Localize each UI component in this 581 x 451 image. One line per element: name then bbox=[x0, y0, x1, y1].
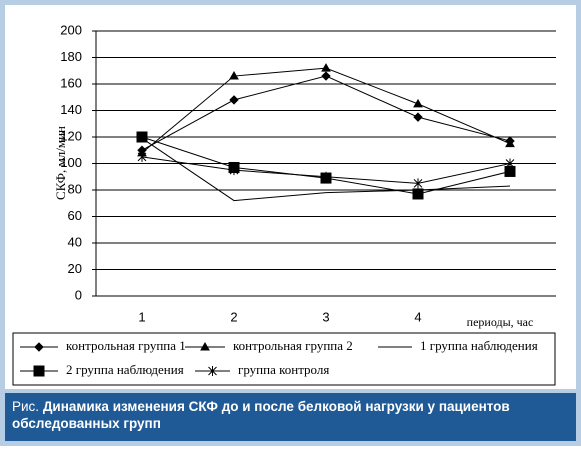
legend-box bbox=[12, 332, 556, 386]
marker bbox=[208, 366, 217, 376]
marker bbox=[229, 165, 239, 176]
y-tick-label: 120 bbox=[60, 128, 82, 143]
figure-label: Рис. bbox=[12, 399, 40, 414]
x-tick-label: 1 bbox=[138, 309, 145, 324]
marker bbox=[413, 98, 423, 108]
chart-panel bbox=[5, 5, 576, 389]
y-axis-label: СКФ, мл/мин bbox=[53, 126, 68, 200]
marker bbox=[321, 63, 331, 72]
caption: Рис. Динамика изменения СКФ до и после б… bbox=[12, 398, 567, 432]
marker bbox=[200, 341, 210, 351]
marker bbox=[34, 342, 44, 352]
marker bbox=[321, 71, 331, 81]
legend-label: группа контроля bbox=[238, 362, 329, 377]
y-tick-label: 60 bbox=[68, 208, 82, 223]
legend-label: контрольная группа 1 bbox=[66, 338, 186, 353]
series-line bbox=[141, 137, 511, 202]
marker bbox=[413, 178, 423, 189]
chart-title: Динамика изменения СКФ до и после белков… bbox=[12, 399, 510, 431]
y-tick-label: 40 bbox=[68, 234, 82, 249]
y-tick-label: 0 bbox=[75, 287, 82, 302]
legend-label: 1 группа наблюдения bbox=[420, 338, 538, 353]
marker bbox=[412, 188, 424, 200]
x-tick-label: 3 bbox=[322, 309, 329, 324]
y-tick-label: 140 bbox=[60, 102, 82, 117]
x-tick-label: 4 bbox=[414, 309, 421, 324]
marker bbox=[136, 131, 148, 143]
legend-label: контрольная группа 2 bbox=[233, 338, 353, 353]
y-tick-label: 200 bbox=[60, 22, 82, 37]
marker bbox=[33, 365, 45, 377]
marker bbox=[505, 138, 515, 148]
x-axis-label: периоды, час bbox=[467, 315, 534, 329]
y-tick-label: 100 bbox=[60, 155, 82, 170]
y-tick-label: 180 bbox=[60, 49, 82, 64]
marker bbox=[321, 171, 331, 182]
y-tick-label: 160 bbox=[60, 75, 82, 90]
x-tick-label: 2 bbox=[230, 309, 237, 324]
marker bbox=[229, 71, 239, 80]
y-tick-label: 20 bbox=[68, 261, 82, 276]
legend-label: 2 группа наблюдения bbox=[66, 362, 184, 377]
marker bbox=[137, 151, 147, 162]
marker bbox=[229, 95, 239, 105]
y-tick-label: 80 bbox=[68, 181, 82, 196]
caption-bar bbox=[5, 393, 576, 441]
marker bbox=[413, 112, 423, 122]
marker bbox=[505, 158, 515, 169]
